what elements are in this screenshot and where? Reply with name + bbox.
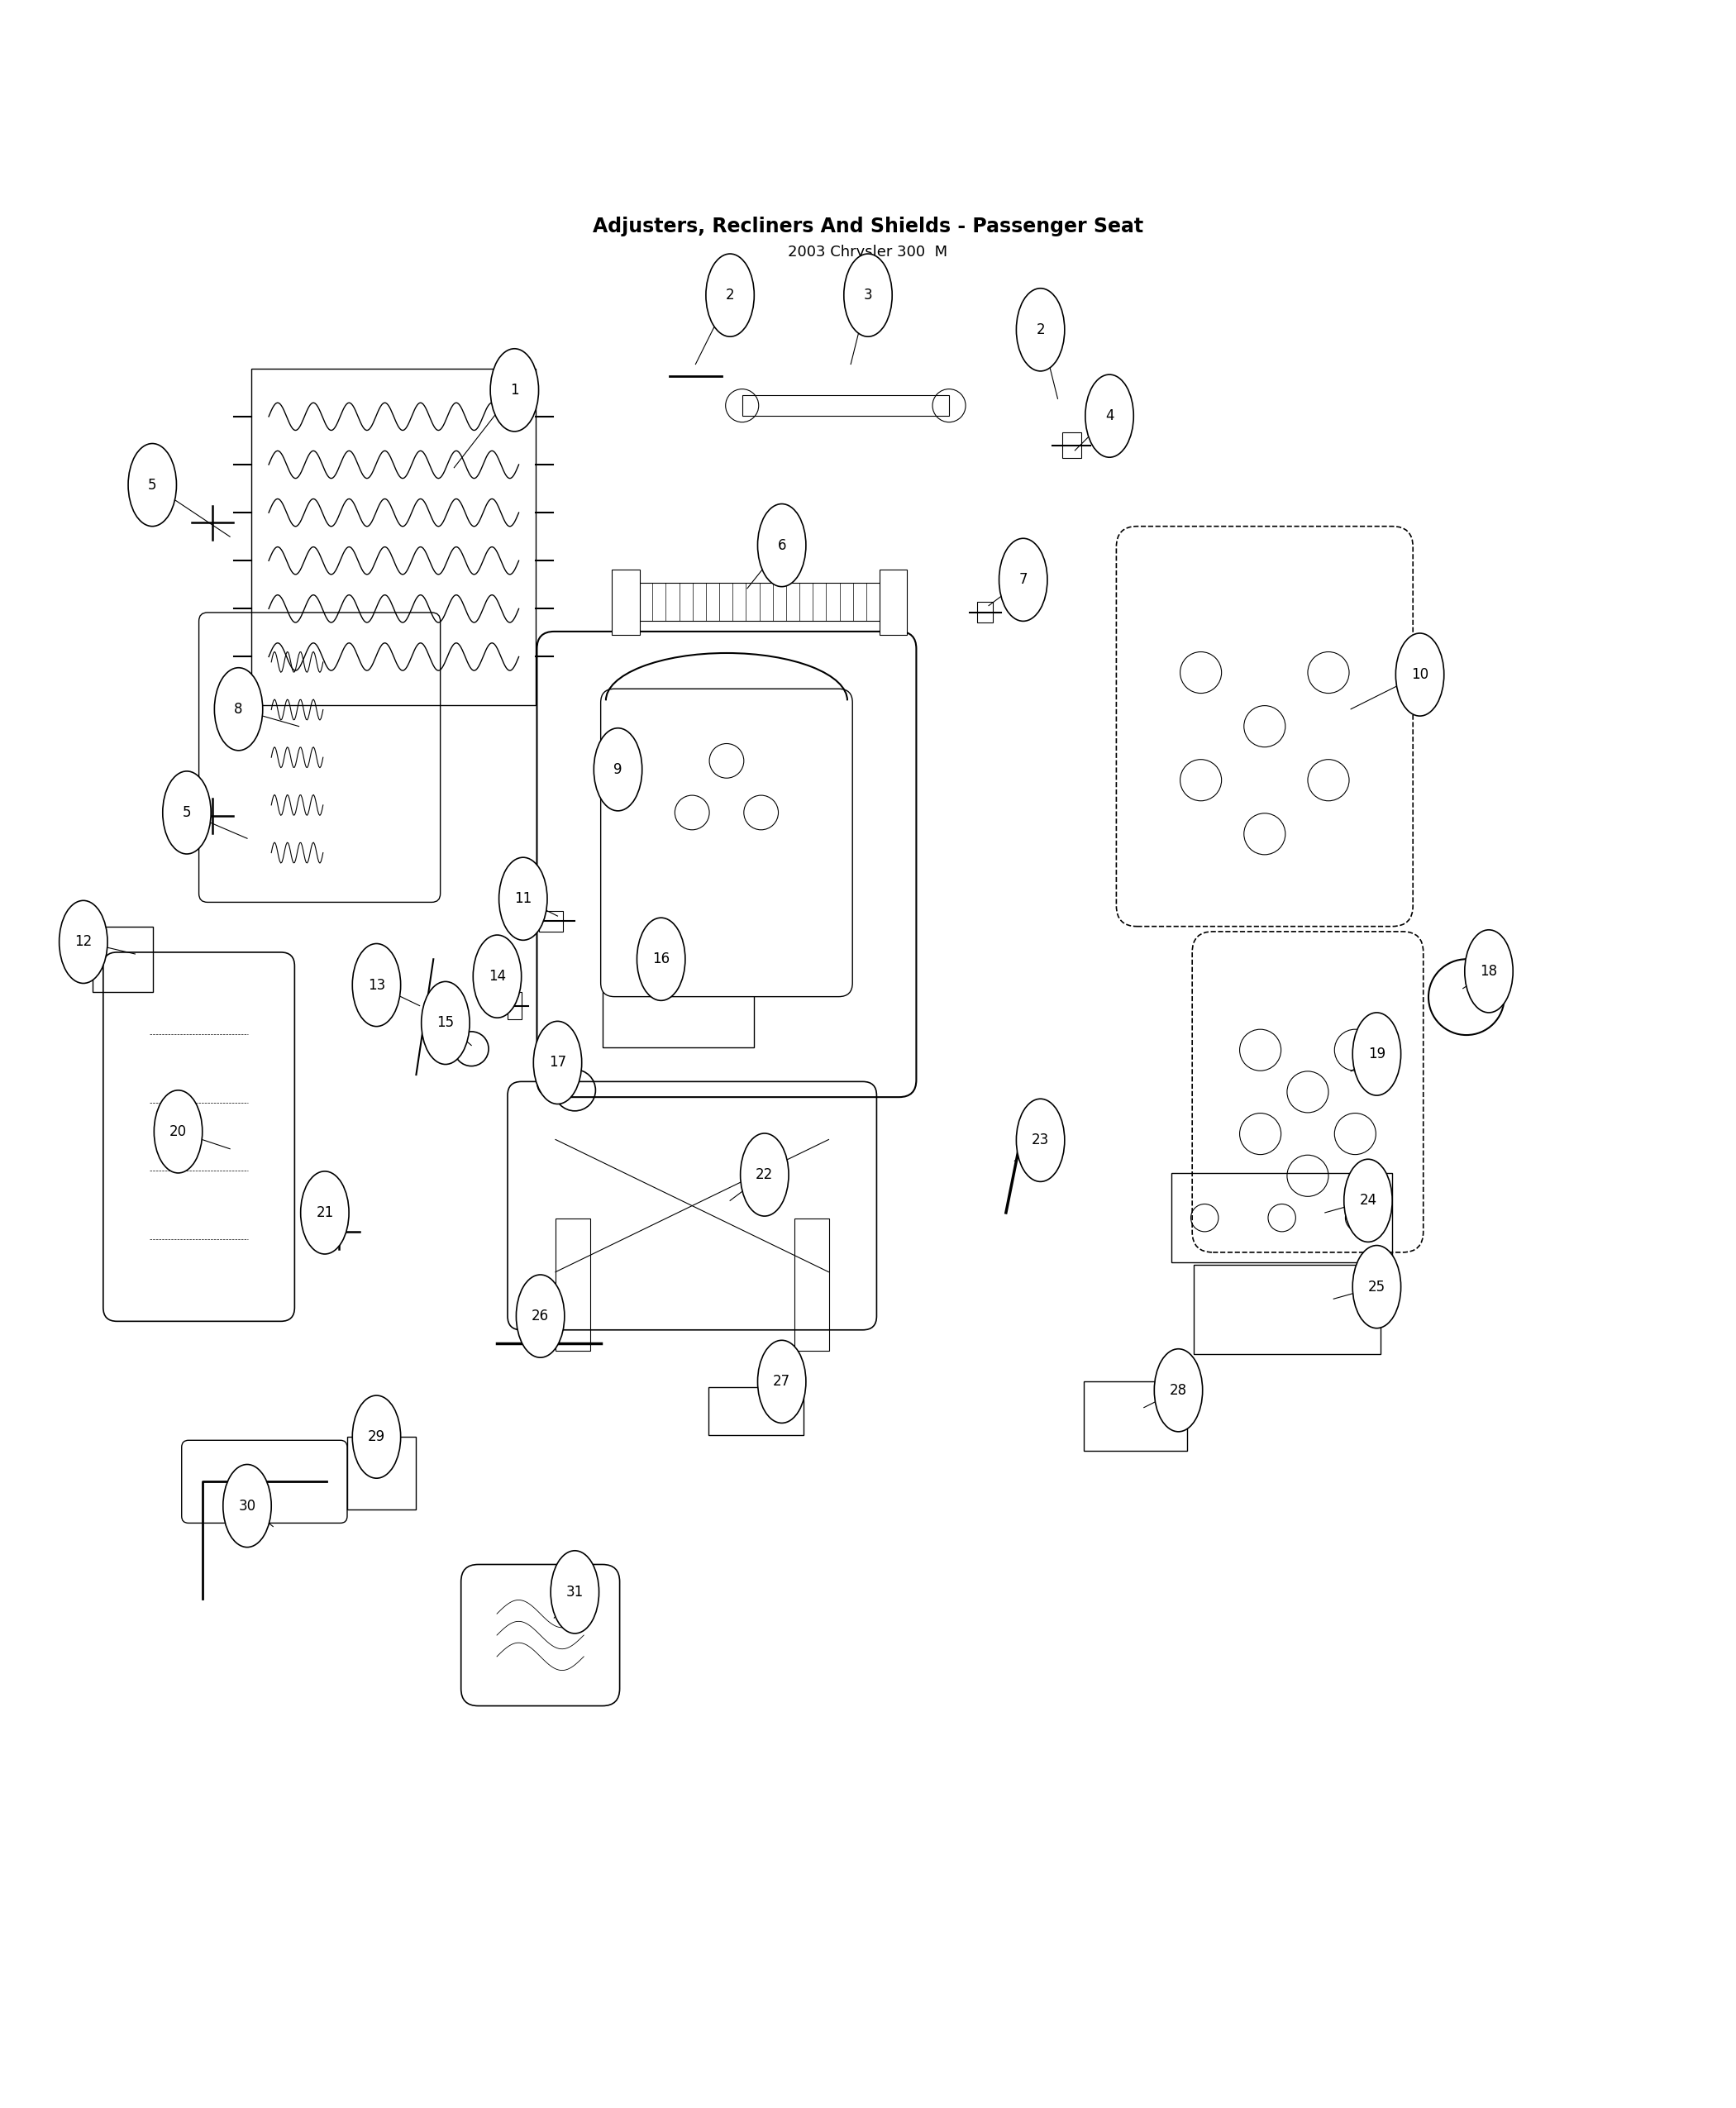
Text: 22: 22 xyxy=(755,1168,773,1183)
Bar xyxy=(1062,432,1082,457)
Ellipse shape xyxy=(1016,1098,1064,1183)
Text: 21: 21 xyxy=(316,1206,333,1221)
Bar xyxy=(977,603,993,622)
Text: 24: 24 xyxy=(1359,1193,1377,1208)
Text: 13: 13 xyxy=(368,978,385,993)
Bar xyxy=(1172,1172,1392,1263)
Ellipse shape xyxy=(844,253,892,337)
Ellipse shape xyxy=(300,1172,349,1254)
Text: 11: 11 xyxy=(514,892,531,906)
Text: 15: 15 xyxy=(437,1016,455,1031)
Bar xyxy=(507,993,521,1020)
Text: 2: 2 xyxy=(1036,323,1045,337)
Ellipse shape xyxy=(550,1551,599,1634)
Ellipse shape xyxy=(1016,289,1064,371)
Text: 5: 5 xyxy=(148,479,156,493)
Bar xyxy=(611,569,639,635)
Text: Adjusters, Recliners And Shields - Passenger Seat: Adjusters, Recliners And Shields - Passe… xyxy=(592,217,1144,236)
Ellipse shape xyxy=(516,1275,564,1358)
Text: 9: 9 xyxy=(613,761,621,778)
Text: 8: 8 xyxy=(234,702,243,717)
Bar xyxy=(347,1438,417,1509)
Ellipse shape xyxy=(757,1341,806,1423)
Text: 2: 2 xyxy=(726,289,734,304)
Text: 30: 30 xyxy=(238,1499,255,1514)
Ellipse shape xyxy=(1352,1246,1401,1328)
Text: 19: 19 xyxy=(1368,1046,1385,1062)
Bar xyxy=(708,1387,804,1436)
Text: 16: 16 xyxy=(653,951,670,968)
Ellipse shape xyxy=(474,936,521,1018)
Text: 4: 4 xyxy=(1106,409,1115,424)
FancyBboxPatch shape xyxy=(601,689,852,997)
Text: 25: 25 xyxy=(1368,1280,1385,1294)
Ellipse shape xyxy=(128,443,177,527)
Ellipse shape xyxy=(352,1395,401,1478)
Ellipse shape xyxy=(740,1134,788,1216)
Text: 6: 6 xyxy=(778,538,786,552)
Text: 23: 23 xyxy=(1031,1132,1049,1147)
Text: 17: 17 xyxy=(549,1056,566,1071)
Ellipse shape xyxy=(1396,632,1444,717)
Ellipse shape xyxy=(757,504,806,586)
Ellipse shape xyxy=(222,1465,271,1547)
Text: 18: 18 xyxy=(1481,963,1498,978)
Ellipse shape xyxy=(1085,375,1134,457)
Bar xyxy=(556,1218,590,1351)
Ellipse shape xyxy=(155,1090,203,1172)
Ellipse shape xyxy=(498,858,547,940)
Ellipse shape xyxy=(59,900,108,982)
Ellipse shape xyxy=(998,538,1047,622)
Ellipse shape xyxy=(707,253,753,337)
Bar xyxy=(92,925,153,993)
Bar xyxy=(741,394,950,415)
Bar xyxy=(625,584,892,622)
Text: 1: 1 xyxy=(510,384,519,398)
Ellipse shape xyxy=(490,348,538,432)
Text: 2003 Chrysler 300  M: 2003 Chrysler 300 M xyxy=(788,245,948,259)
Ellipse shape xyxy=(163,772,212,854)
Bar xyxy=(252,369,536,704)
Text: 26: 26 xyxy=(531,1309,549,1324)
Ellipse shape xyxy=(1465,930,1514,1012)
Bar xyxy=(1083,1381,1187,1450)
Text: 14: 14 xyxy=(488,970,505,984)
Text: 7: 7 xyxy=(1019,571,1028,588)
Text: 20: 20 xyxy=(170,1124,187,1138)
Bar xyxy=(795,1218,828,1351)
Text: 5: 5 xyxy=(182,805,191,820)
Text: 10: 10 xyxy=(1411,666,1429,683)
Text: 3: 3 xyxy=(863,289,873,304)
Text: 12: 12 xyxy=(75,934,92,949)
Ellipse shape xyxy=(215,668,262,750)
Text: 28: 28 xyxy=(1170,1383,1187,1398)
Text: 29: 29 xyxy=(368,1429,385,1444)
Ellipse shape xyxy=(637,917,686,1001)
Ellipse shape xyxy=(533,1020,582,1105)
Bar xyxy=(1194,1265,1380,1353)
Ellipse shape xyxy=(422,982,470,1065)
Bar xyxy=(878,569,906,635)
Bar xyxy=(538,911,562,932)
Ellipse shape xyxy=(594,727,642,812)
Text: 31: 31 xyxy=(566,1585,583,1600)
Ellipse shape xyxy=(1352,1012,1401,1096)
Ellipse shape xyxy=(352,944,401,1027)
Bar xyxy=(602,963,753,1048)
Text: 27: 27 xyxy=(773,1374,790,1389)
Ellipse shape xyxy=(1154,1349,1203,1431)
Ellipse shape xyxy=(1344,1159,1392,1242)
